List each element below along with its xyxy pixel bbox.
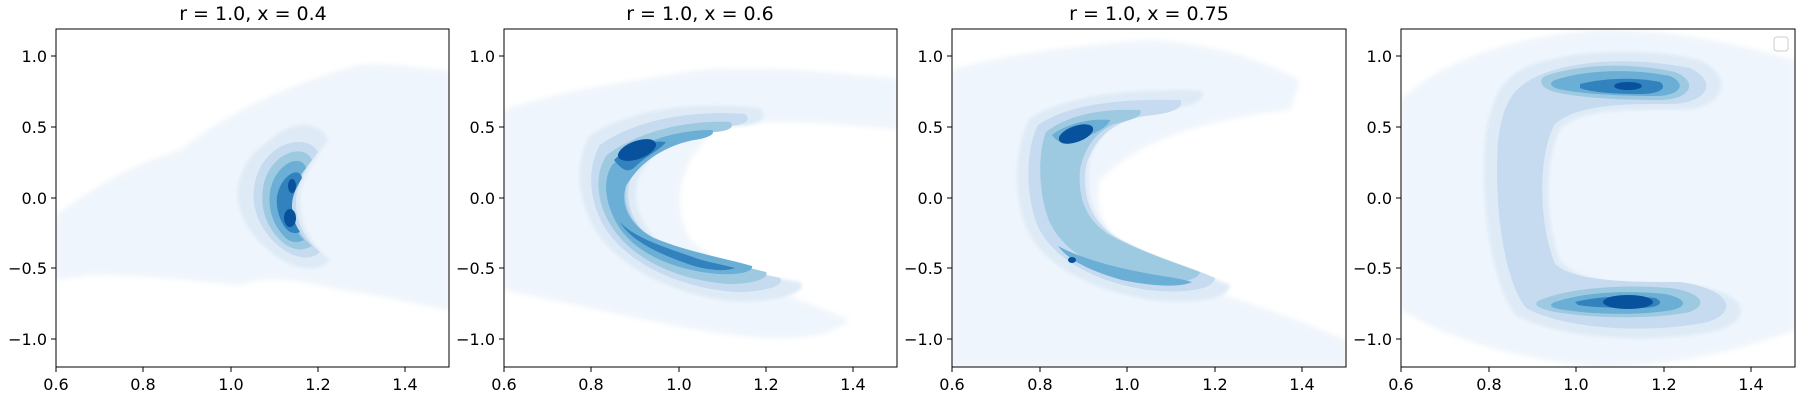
density-peak: [617, 139, 657, 161]
subplot-3: r = 1.0, x = 0.75 0.6 0.8 1.0 1.2 1.4 1.…: [904, 3, 1347, 394]
y-tick-label: 0.0: [470, 189, 495, 208]
subplot-1-yticks: 1.0 0.5 0.0 −0.5 −1.0: [8, 47, 56, 349]
x-tick-label: 0.8: [578, 375, 603, 394]
subplot-2-xticks: 0.6 0.8 1.0 1.2 1.4: [491, 367, 866, 394]
x-tick-label: 1.2: [753, 375, 778, 394]
x-tick-label: 0.6: [43, 375, 68, 394]
subplot-1: r = 1.0, x = 0.4 0.6 0.8 1.0 1.2 1.4 1.0: [8, 3, 450, 394]
y-tick-label: 1.0: [918, 47, 943, 66]
y-tick-label: −1.0: [8, 330, 47, 349]
subplot-4: 0.6 0.8 1.0 1.2 1.4 1.0 0.5 0.0 −0.5 −1.…: [1353, 28, 1796, 394]
y-tick-label: 0.5: [470, 118, 495, 137]
y-tick-label: −0.5: [1353, 259, 1392, 278]
subplot-2-title: r = 1.0, x = 0.6: [626, 3, 774, 25]
y-tick-label: 0.5: [22, 118, 47, 137]
density-peak: [288, 179, 296, 193]
y-tick-label: 0.0: [918, 189, 943, 208]
x-tick-label: 1.0: [1563, 375, 1588, 394]
subplot-2-yticks: 1.0 0.5 0.0 −0.5 −1.0: [456, 47, 504, 349]
subplot-3-density: [952, 40, 1346, 367]
x-tick-label: 1.2: [1202, 375, 1227, 394]
x-tick-label: 1.2: [1651, 375, 1676, 394]
x-tick-label: 1.0: [1114, 375, 1139, 394]
y-tick-label: −1.0: [1353, 330, 1392, 349]
y-tick-label: 0.0: [22, 189, 47, 208]
x-tick-label: 1.4: [840, 375, 865, 394]
y-tick-label: 0.5: [918, 118, 943, 137]
x-tick-label: 0.6: [1388, 375, 1413, 394]
y-tick-label: −0.5: [904, 259, 943, 278]
density-peak: [1603, 295, 1653, 309]
density-band-3: [1040, 109, 1200, 282]
density-peak: [284, 209, 296, 227]
subplot-1-xticks: 0.6 0.8 1.0 1.2 1.4: [43, 367, 418, 394]
subplot-2: r = 1.0, x = 0.6 0.6 0.8 1.0 1.2 1.4 1.0: [456, 3, 898, 394]
x-tick-label: 0.8: [1476, 375, 1501, 394]
density-band-5: [620, 222, 735, 271]
density-band-4: [1058, 246, 1192, 286]
x-tick-label: 1.2: [305, 375, 330, 394]
subplot-4-xticks: 0.6 0.8 1.0 1.2 1.4: [1388, 367, 1764, 394]
y-tick-label: −0.5: [8, 259, 47, 278]
x-tick-label: 0.6: [491, 375, 516, 394]
subplot-3-title: r = 1.0, x = 0.75: [1069, 3, 1229, 25]
density-peak: [1068, 257, 1076, 263]
subplot-4-yticks: 1.0 0.5 0.0 −0.5 −1.0: [1353, 47, 1401, 349]
subplot-1-title: r = 1.0, x = 0.4: [179, 3, 327, 25]
density-peak: [1058, 124, 1094, 144]
empty-legend-box: [1773, 36, 1789, 52]
density-band-2: [1497, 61, 1727, 329]
x-tick-label: 1.4: [392, 375, 417, 394]
subplot-4-density: [1401, 30, 1795, 367]
subplot-3-xticks: 0.6 0.8 1.0 1.2 1.4: [939, 367, 1315, 394]
y-tick-label: −1.0: [904, 330, 943, 349]
x-tick-label: 1.0: [666, 375, 691, 394]
y-tick-label: 0.0: [1367, 189, 1392, 208]
density-peak: [1614, 82, 1642, 90]
subplot-3-yticks: 1.0 0.5 0.0 −0.5 −1.0: [904, 47, 952, 349]
x-tick-label: 0.6: [939, 375, 964, 394]
subplot-1-density: [56, 64, 449, 310]
x-tick-label: 0.8: [1027, 375, 1052, 394]
x-tick-label: 1.4: [1289, 375, 1314, 394]
x-tick-label: 1.0: [218, 375, 243, 394]
x-tick-label: 0.8: [130, 375, 155, 394]
y-tick-label: 1.0: [1367, 47, 1392, 66]
x-tick-label: 1.4: [1738, 375, 1763, 394]
density-haze: [952, 40, 1346, 367]
y-tick-label: 0.5: [1367, 118, 1392, 137]
y-tick-label: −0.5: [456, 259, 495, 278]
y-tick-label: 1.0: [22, 47, 47, 66]
y-tick-label: −1.0: [456, 330, 495, 349]
y-tick-label: 1.0: [470, 47, 495, 66]
subplot-2-density: [504, 68, 897, 339]
